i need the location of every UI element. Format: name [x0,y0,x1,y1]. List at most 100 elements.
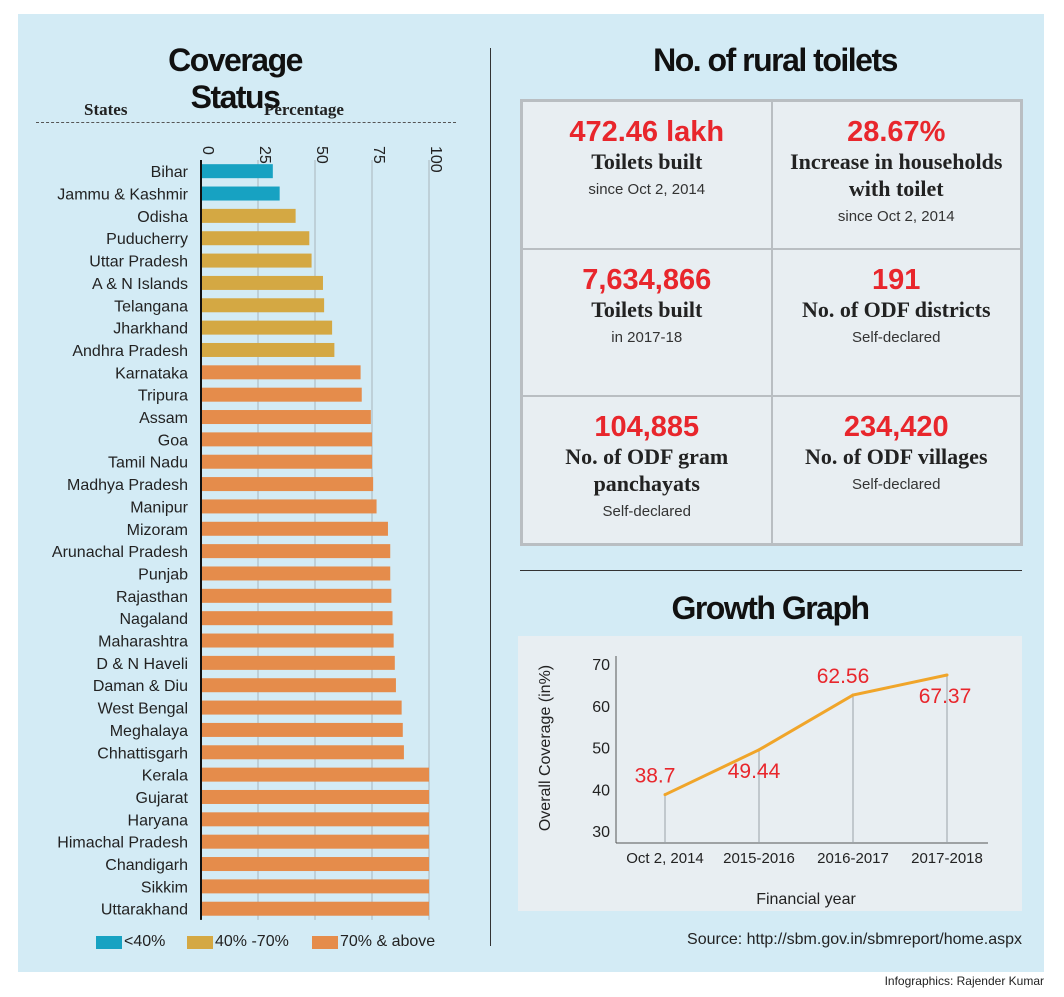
stat-cell: 472.46 lakh Toilets built since Oct 2, 2… [522,101,772,249]
stat-sub: Self-declared [852,328,941,346]
legend-low-label: <40% [124,933,166,950]
bar [201,387,362,402]
stat-value: 191 [872,263,921,296]
stats-grid: 472.46 lakh Toilets built since Oct 2, 2… [520,99,1023,546]
bar [201,678,396,693]
bar [201,499,377,514]
data-point [663,793,667,797]
stat-label: No. of ODF villages [805,444,988,470]
category-label: Nagaland [120,611,189,628]
category-label: Mizoram [127,522,188,539]
stat-cell: 104,885 No. of ODF gram panchayats Self-… [522,396,772,544]
stat-label: No. of ODF districts [801,296,991,322]
bar [201,745,404,760]
stat-label: No. of ODF gram panchayats [565,444,729,497]
bar [201,812,429,827]
stat-value: 104,885 [594,411,700,444]
stat-sub: in 2017-18 [611,328,683,346]
x-tick-label: 25 [256,146,273,164]
stat-label: Toilets built [591,149,703,174]
category-label: Daman & Diu [93,678,188,695]
category-label: Himachal Pradesh [57,835,188,852]
bar [201,275,323,290]
data-label: 49.44 [728,760,781,783]
source-note: Source: http://sbm.gov.in/sbmreport/home… [687,931,1022,948]
category-label: Uttar Pradesh [89,254,188,271]
legend-mid-swatch [187,935,213,949]
category-label: Punjab [138,566,188,583]
horizontal-divider [520,570,1022,571]
category-label: Rajasthan [116,589,188,606]
legend-mid: 40% -70% [187,933,289,951]
data-point [851,693,855,697]
category-label: Manipur [130,499,188,516]
stat-value: 7,634,866 [582,263,712,296]
bar [201,767,429,782]
category-label: Karnataka [115,365,188,382]
legend-high-swatch [312,935,338,949]
bar [201,722,403,737]
bar [201,454,372,469]
coverage-status-title: Coverage Status [168,42,303,115]
stat-cell: 234,420 No. of ODF villages Self-declare… [771,396,1021,544]
bar [201,633,394,648]
bar [201,253,312,268]
category-label: Andhra Pradesh [72,343,188,360]
stat-cell: 7,634,866 Toilets built in 2017-18 [522,248,772,397]
category-label: Sikkim [141,879,188,896]
stat-cell: 28.67% Increase in households with toile… [771,101,1021,249]
bar [201,789,429,804]
stat-sub: since Oct 2, 2014 [588,181,706,198]
category-label: Madhya Pradesh [67,477,188,494]
category-label: Tripura [138,388,188,405]
category-label: Uttarakhand [101,902,188,919]
bar [201,879,429,894]
stat-value: 472.46 lakh [569,116,725,148]
category-label: Meghalaya [110,723,188,740]
x-axis-title: Financial year [756,891,856,908]
bar [201,566,391,581]
x-tick-label: 50 [313,146,330,164]
bar [201,655,395,670]
stat-sub: since Oct 2, 2014 [837,208,955,225]
stat-sub: Self-declared [852,476,941,494]
category-label: Puducherry [106,231,188,248]
x-tick-label: 0 [199,146,216,155]
stat-label: Increase in households with toilet [790,149,1003,201]
bar [201,901,429,916]
y-tick-label: 70 [592,657,610,674]
stat-label: Toilets built [591,296,703,322]
x-tick-label: 75 [370,146,387,164]
y-tick-label: 50 [592,741,610,758]
vertical-divider [490,48,491,946]
data-label: 62.56 [817,665,870,688]
category-label: Chhattisgarh [97,745,188,762]
legend-high: 70% & above [312,933,435,951]
category-label: Bihar [151,164,189,181]
stat-sub: Self-declared [602,503,691,521]
y-tick-label: 30 [592,824,610,841]
bar [201,298,325,313]
states-column-header: States [84,100,128,119]
category-label: Assam [139,410,188,427]
growth-line [664,673,948,797]
bar [201,164,273,179]
rural-toilets-title: No. of rural toilets [653,42,898,78]
stat-value: 28.67% [847,116,946,148]
growth-chart-box: 30 40 50 60 70 Oct 2, 2014 2015-2016 2016-2017 2… [518,636,1022,911]
category-label: Haryana [128,812,189,829]
category-label: Odisha [137,209,188,226]
coverage-bar-chart: 0 25 50 75 100 Bihar Jammu & Kashmir Odisha Pudu… [52,146,444,920]
bar [201,208,296,223]
stat-cell: 191 No. of ODF districts Self-declared [771,248,1021,397]
x-tick-label: 2017-2018 [911,850,983,867]
data-label: 38.7 [635,765,676,788]
credit-note: Infographics: Rajender Kumar [884,974,1044,988]
category-label: D & N Haveli [96,656,188,673]
bar [201,700,402,715]
bar [201,365,361,380]
bar [201,320,333,335]
category-label: Kerala [142,768,188,785]
y-axis-title: Overall Coverage (in%) [537,665,554,831]
category-label: Maharashtra [98,634,188,651]
